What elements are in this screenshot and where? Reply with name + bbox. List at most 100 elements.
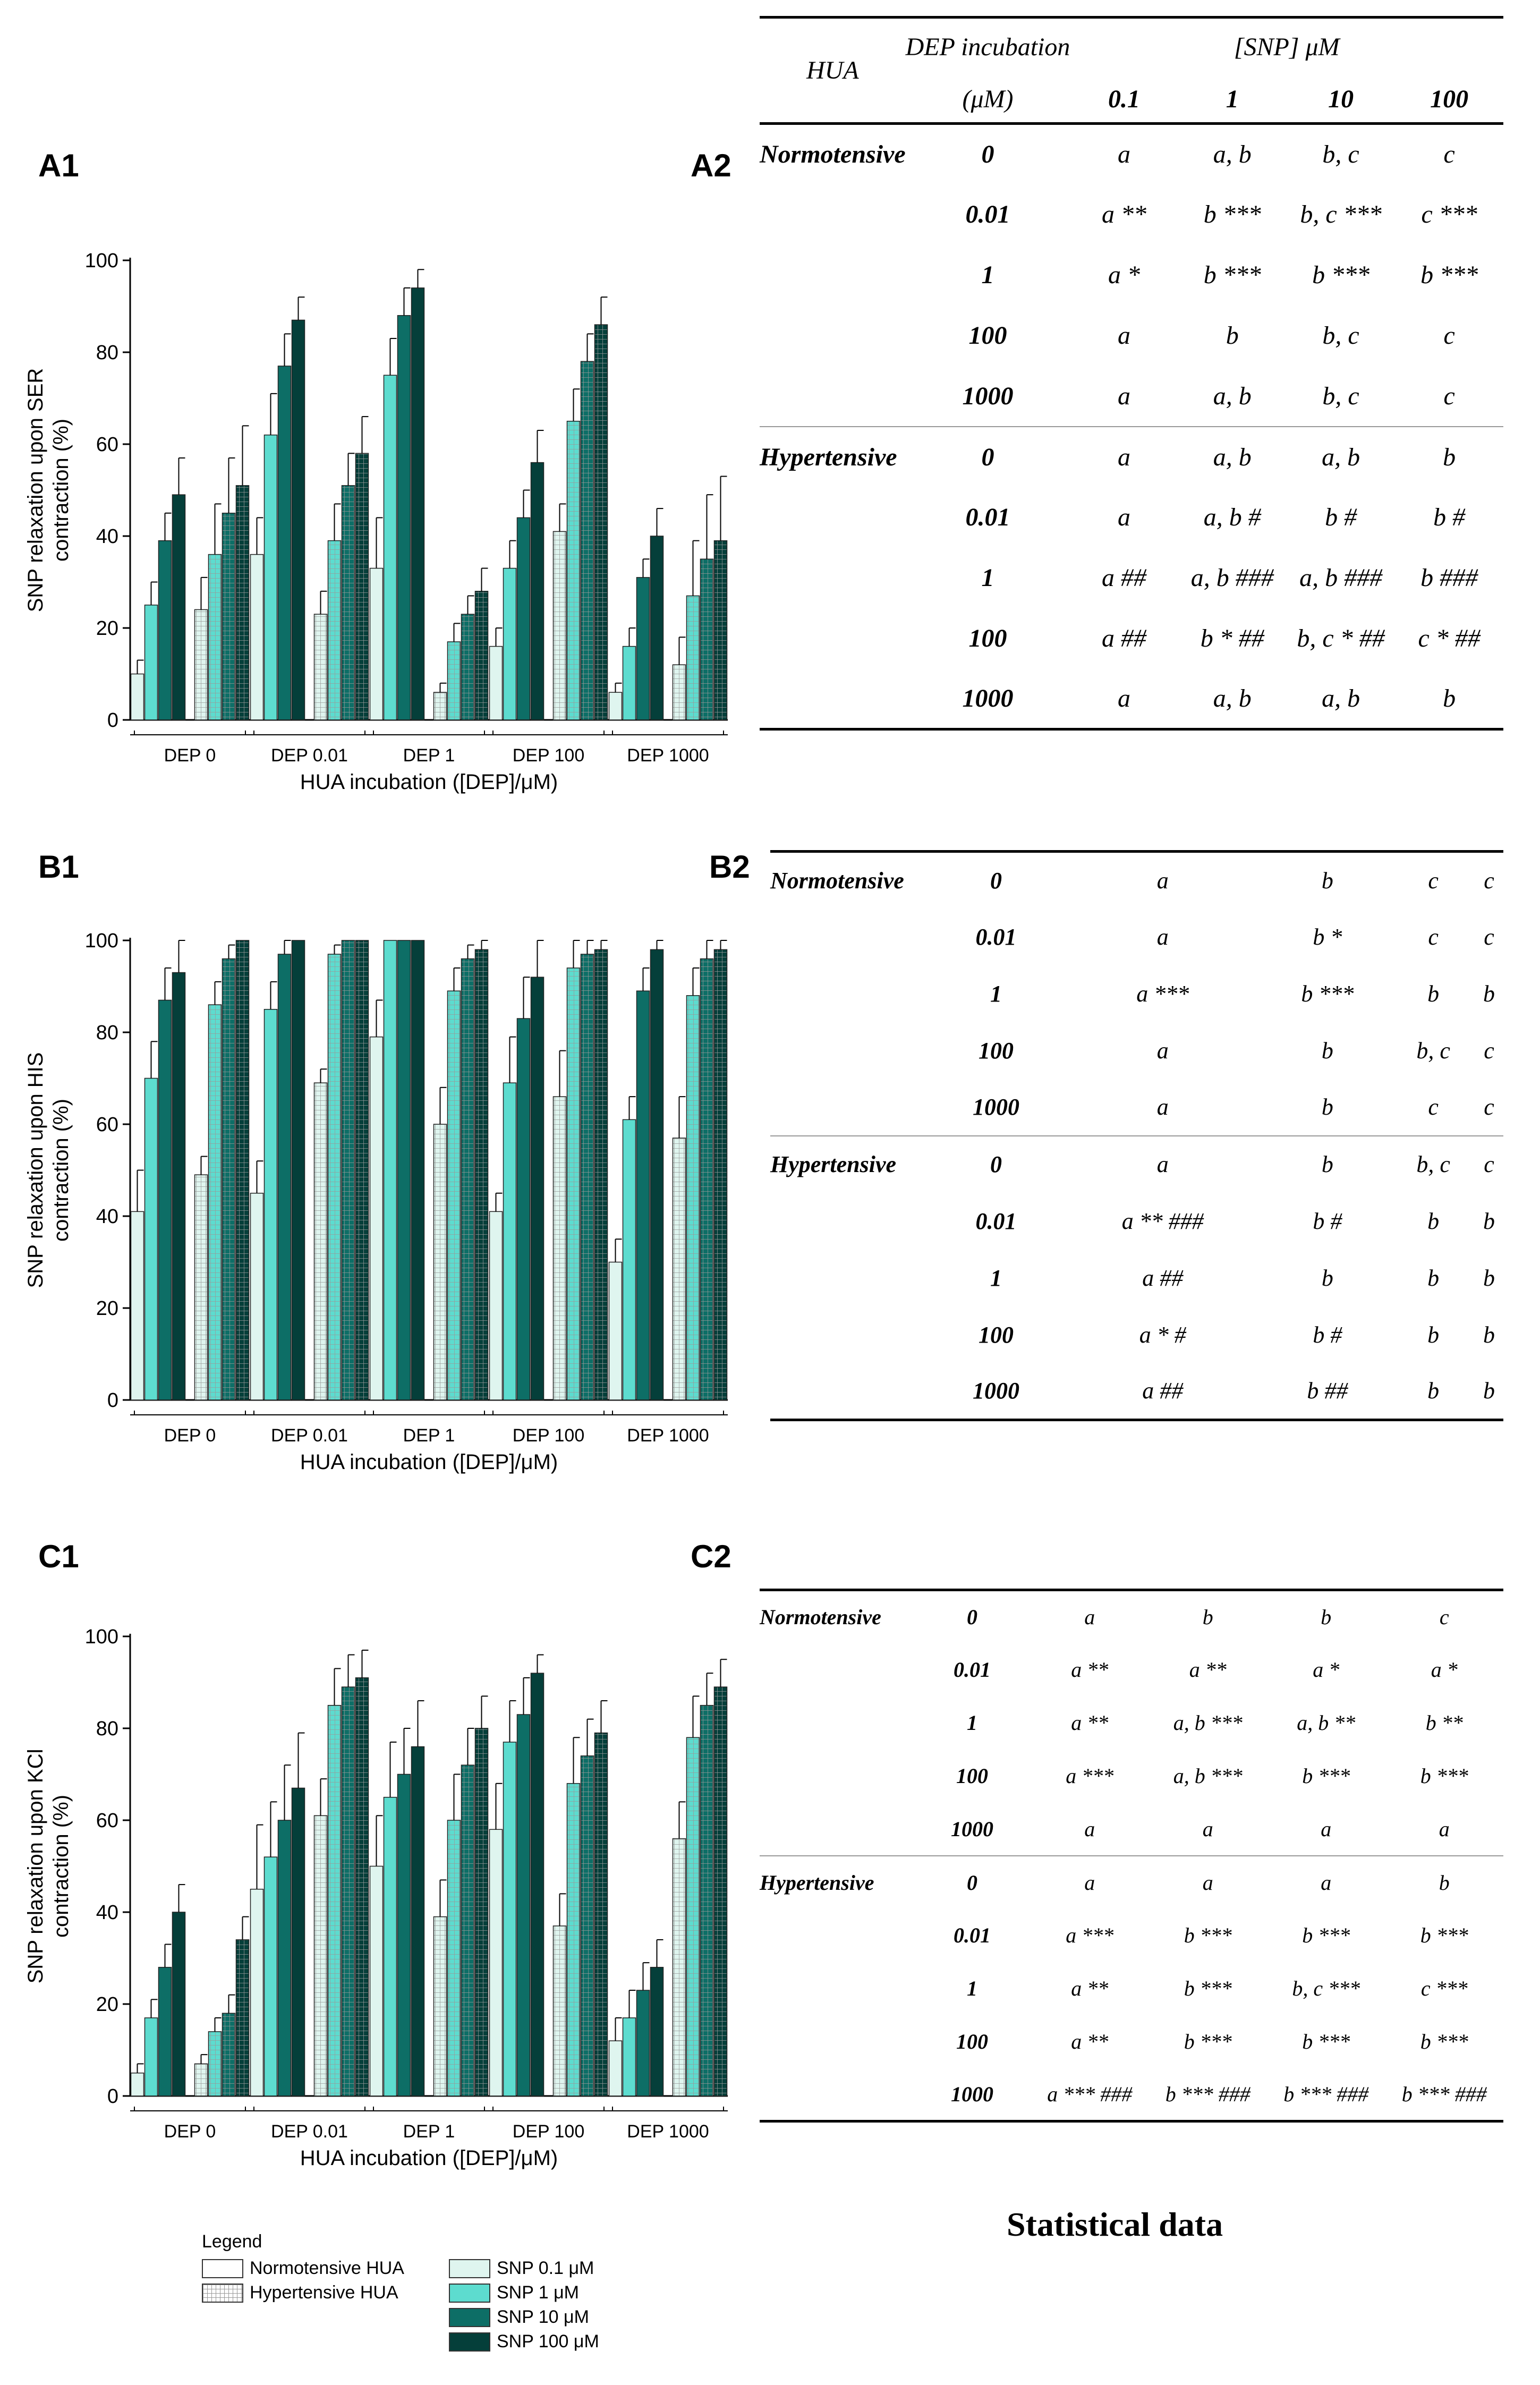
hua-cell bbox=[760, 2068, 914, 2121]
bar-normotensive bbox=[411, 940, 425, 1401]
dep-cell: 1000 bbox=[973, 1094, 1019, 1120]
hua-cell bbox=[760, 548, 906, 608]
bar-normotensive bbox=[383, 375, 397, 720]
dep-cell: 1 bbox=[981, 261, 994, 289]
y-tick-label: 100 bbox=[85, 1626, 118, 1648]
stat-cell: b bbox=[1202, 1605, 1213, 1629]
stat-cell: b bbox=[1483, 980, 1495, 1007]
bar-hypertensive bbox=[594, 1732, 608, 2097]
bar-hypertensive bbox=[327, 954, 342, 1401]
legend-swatch-grid bbox=[202, 2283, 243, 2303]
table-a2: HUA DEP incubation [SNP] μM (μM) 0.1 1 1… bbox=[760, 16, 1503, 731]
x-group-label: DEP 1 bbox=[403, 745, 455, 766]
hua-cell bbox=[760, 487, 906, 548]
dep-cell: 1000 bbox=[951, 2082, 993, 2106]
stat-cell: b bbox=[1321, 1037, 1333, 1064]
legend-swatch-snp100 bbox=[449, 2332, 490, 2352]
bar-normotensive bbox=[636, 990, 650, 1401]
stat-cell: b, c bbox=[1416, 1037, 1450, 1064]
bar-normotensive bbox=[650, 949, 664, 1401]
x-group-label: DEP 1000 bbox=[627, 1425, 709, 1446]
stat-cell: a bbox=[1202, 1817, 1213, 1841]
bar-normotensive bbox=[130, 2073, 144, 2097]
stat-cell: a ## bbox=[1101, 624, 1146, 652]
dep-cell: 1 bbox=[990, 1264, 1002, 1291]
stat-cell: b bbox=[1427, 1321, 1440, 1348]
stat-cell: b *** bbox=[1184, 2030, 1232, 2053]
bar-normotensive bbox=[397, 940, 411, 1401]
y-tick-label: 60 bbox=[96, 434, 118, 456]
dep-cell: 100 bbox=[979, 1037, 1014, 1064]
table-row: 1 a ** b *** b, c *** c *** bbox=[760, 1962, 1503, 2015]
statistical-data-title: Statistical data bbox=[1007, 2205, 1223, 2243]
hua-cell bbox=[770, 909, 930, 965]
x-group-label: DEP 0 bbox=[164, 1425, 216, 1446]
bar-normotensive bbox=[489, 1829, 503, 2097]
stat-cell: b *** bbox=[1184, 1976, 1232, 2000]
stat-cell: b bbox=[1483, 1264, 1495, 1291]
dep-cell: 0 bbox=[981, 140, 994, 169]
bar-normotensive bbox=[263, 434, 278, 720]
legend-label: Normotensive HUA bbox=[250, 2258, 404, 2278]
stat-cell: b bbox=[1321, 1094, 1333, 1120]
bar-hypertensive bbox=[700, 1705, 714, 2097]
table-row: 1 a * b *** b *** b *** bbox=[760, 245, 1503, 305]
stat-cell: a, b bbox=[1322, 684, 1360, 712]
bar-normotensive bbox=[608, 2040, 623, 2097]
bar-hypertensive bbox=[341, 940, 355, 1401]
legend-swatch-plain bbox=[202, 2259, 243, 2278]
table-b2: Normotensive 0 a b c c 0.01 a b * c c 1 a *** b *** b b… bbox=[770, 850, 1503, 1421]
snp-col-header: 100 bbox=[1430, 84, 1469, 113]
bar-hypertensive bbox=[327, 1705, 342, 2097]
dep-cell: 100 bbox=[968, 624, 1007, 652]
stat-cell: b *** bbox=[1420, 1764, 1468, 1788]
legend-item-hypertensive: Hypertensive HUA bbox=[202, 2282, 398, 2303]
hua-cell: Normotensive bbox=[760, 1605, 881, 1629]
hua-cell bbox=[770, 1363, 930, 1420]
dep-cell: 1 bbox=[967, 1976, 977, 2000]
x-axis-label: HUA incubation ([DEP]/μM) bbox=[300, 2146, 558, 2170]
stat-cell: a bbox=[1084, 1817, 1095, 1841]
bar-normotensive bbox=[622, 646, 636, 720]
bar-normotensive bbox=[144, 605, 158, 720]
bar-hypertensive bbox=[461, 614, 475, 720]
y-tick-label: 100 bbox=[85, 250, 118, 272]
table-row: 1 a *** b *** b b bbox=[770, 965, 1503, 1022]
bar-normotensive bbox=[608, 692, 623, 720]
col-header-hua: HUA bbox=[806, 56, 859, 84]
table-row: Normotensive 0 a b c c bbox=[770, 852, 1503, 909]
panel-label-c2: C2 bbox=[691, 1539, 731, 1574]
stat-cell: c bbox=[1484, 1094, 1494, 1120]
bar-hypertensive bbox=[194, 609, 208, 720]
dep-cell: 0 bbox=[967, 1605, 977, 1629]
stat-cell: a ## bbox=[1101, 564, 1146, 592]
hua-cell bbox=[760, 1696, 914, 1750]
stat-cell: b # bbox=[1325, 503, 1357, 531]
stat-cell: b *** ### bbox=[1165, 2082, 1250, 2106]
bar-hypertensive bbox=[355, 940, 369, 1401]
stat-cell: c bbox=[1428, 923, 1439, 950]
stat-cell: a *** bbox=[1066, 1764, 1114, 1788]
stat-cell: a ** bbox=[1101, 200, 1146, 228]
bar-normotensive bbox=[516, 1018, 531, 1401]
bar-normotensive bbox=[144, 2017, 158, 2097]
legend-title: Legend bbox=[202, 2231, 262, 2252]
hua-cell bbox=[760, 245, 906, 305]
y-tick-label: 80 bbox=[96, 1022, 118, 1044]
x-group-label: DEP 0 bbox=[164, 2121, 216, 2142]
bar-normotensive bbox=[411, 287, 425, 720]
dep-cell: 0 bbox=[967, 1870, 977, 1895]
stat-cell: b, c bbox=[1322, 381, 1359, 410]
bar-hypertensive bbox=[580, 361, 594, 720]
stat-cell: c *** bbox=[1420, 1976, 1468, 2000]
stat-cell: b bbox=[1321, 867, 1333, 894]
stat-cell: a, b bbox=[1213, 684, 1252, 712]
bar-normotensive bbox=[636, 577, 650, 720]
stat-cell: b *** bbox=[1302, 1923, 1350, 1947]
stat-cell: b, c bbox=[1322, 321, 1359, 350]
hua-cell bbox=[770, 1250, 930, 1306]
y-tick-label: 40 bbox=[96, 1902, 118, 1924]
stat-cell: b *** bbox=[1302, 1764, 1350, 1788]
legend-label: SNP 0.1 μM bbox=[497, 2258, 594, 2278]
dep-cell: 1000 bbox=[962, 381, 1014, 410]
